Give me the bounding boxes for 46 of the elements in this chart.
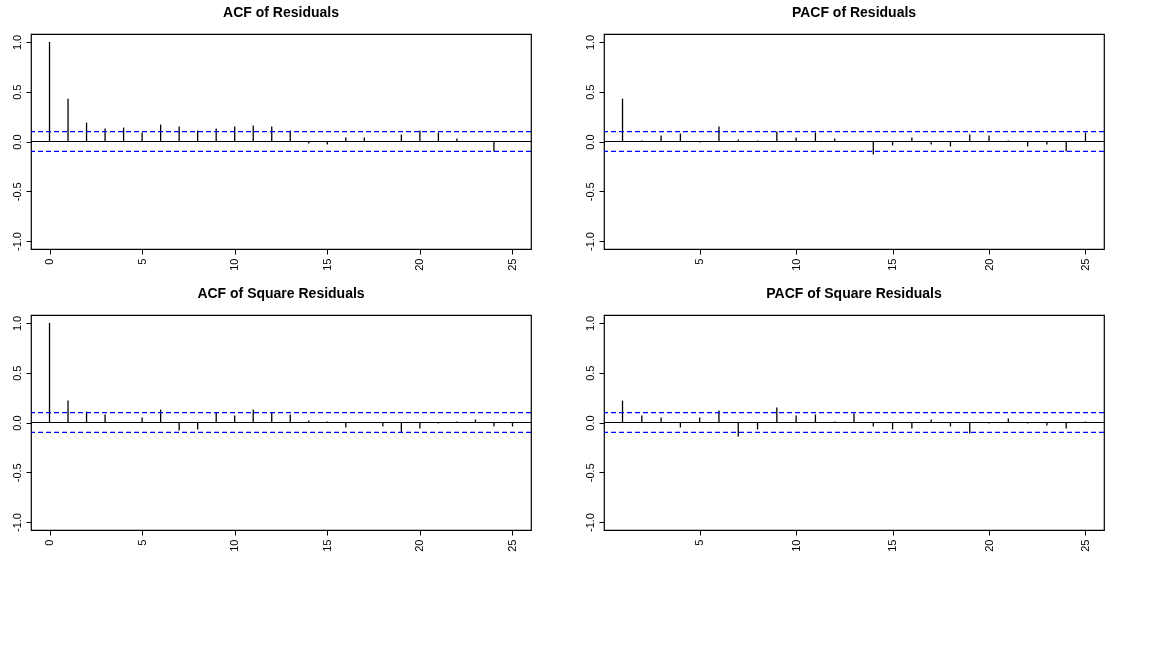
y-tick-label: 1.0 <box>583 34 596 51</box>
y-tick-label: 1.0 <box>583 315 596 332</box>
x-tick-label: 25 <box>505 258 518 271</box>
x-tick-label: 5 <box>135 539 148 546</box>
x-tick-label: 0 <box>43 539 56 546</box>
y-tick-label: 0.0 <box>583 415 596 431</box>
x-tick-label: 20 <box>413 258 426 271</box>
x-tick-label: 15 <box>886 539 899 552</box>
chart-title: ACF of Residuals <box>223 4 340 20</box>
y-tick-label: -0.5 <box>10 463 23 483</box>
chart-title: PACF of Residuals <box>791 4 917 20</box>
y-tick-label: -0.5 <box>583 463 596 483</box>
x-tick-label: 15 <box>320 258 333 271</box>
y-tick-label: -0.5 <box>583 182 596 202</box>
x-tick-label: 15 <box>886 258 899 271</box>
x-tick-label: 5 <box>693 539 706 546</box>
x-tick-label: 10 <box>789 258 802 271</box>
x-tick-label: 20 <box>982 539 995 552</box>
y-tick-label: 0.0 <box>10 134 23 150</box>
y-tick-label: 0.0 <box>10 415 23 431</box>
y-tick-label: -0.5 <box>10 182 23 202</box>
x-tick-label: 20 <box>413 539 426 552</box>
y-tick-label: 0.5 <box>583 84 596 100</box>
y-tick-label: 1.0 <box>10 315 23 332</box>
y-tick-label: 0.5 <box>10 365 23 381</box>
chart-title: PACF of Square Residuals <box>766 285 942 301</box>
y-tick-label: 1.0 <box>10 34 23 51</box>
x-tick-label: 10 <box>228 539 241 552</box>
y-tick-label: -1.0 <box>583 513 596 533</box>
x-tick-label: 25 <box>1078 539 1091 552</box>
x-tick-label: 25 <box>1078 258 1091 271</box>
x-tick-label: 5 <box>693 258 706 265</box>
y-tick-label: 0.5 <box>10 84 23 100</box>
x-tick-label: 0 <box>43 258 56 265</box>
x-tick-label: 10 <box>228 258 241 271</box>
y-tick-label: 0.5 <box>583 365 596 381</box>
chart-title: ACF of Square Residuals <box>197 285 365 301</box>
x-tick-label: 25 <box>505 539 518 552</box>
x-tick-label: 5 <box>135 258 148 265</box>
x-tick-label: 10 <box>789 539 802 552</box>
x-tick-label: 15 <box>320 539 333 552</box>
y-tick-label: 0.0 <box>583 134 596 150</box>
y-tick-label: -1.0 <box>10 513 23 533</box>
y-tick-label: -1.0 <box>10 232 23 252</box>
x-tick-label: 20 <box>982 258 995 271</box>
y-tick-label: -1.0 <box>583 232 596 252</box>
